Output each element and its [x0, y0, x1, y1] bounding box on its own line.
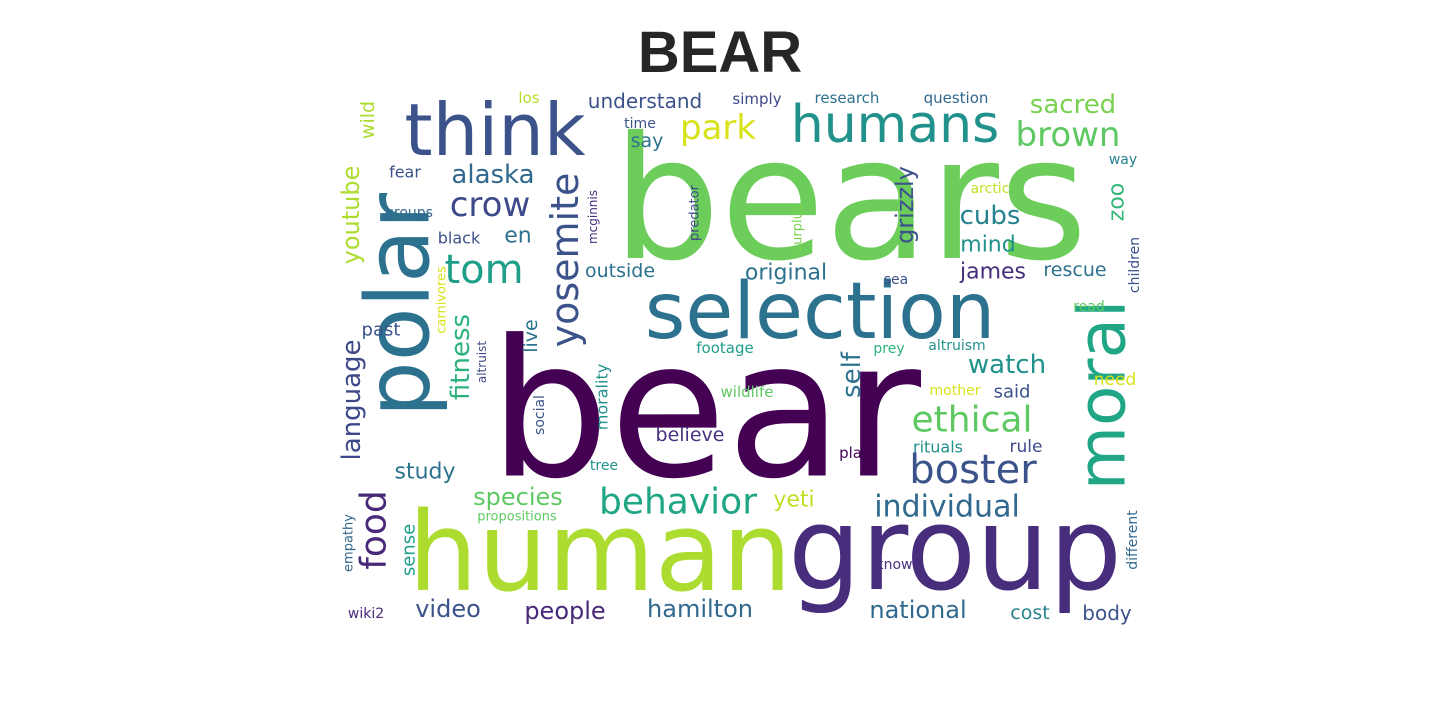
word-yosemite: yosemite: [543, 173, 587, 348]
word-alaska: alaska: [451, 160, 534, 190]
word-study: study: [394, 460, 455, 485]
word-read: read: [1073, 299, 1105, 315]
word-groups: groups: [385, 205, 433, 221]
word-bears: bears: [612, 101, 1087, 299]
word-james: james: [959, 260, 1026, 285]
word-propositions: propositions: [477, 510, 557, 525]
word-time: time: [624, 116, 656, 132]
word-altruist: altruist: [475, 341, 489, 384]
word-individual: individual: [874, 490, 1020, 525]
word-surplus: surplus: [791, 204, 806, 251]
word-food: food: [354, 490, 395, 570]
word-mind: mind: [960, 233, 1015, 258]
word-empathy: empathy: [342, 514, 357, 572]
word-footage: footage: [696, 339, 753, 357]
word-rescue: rescue: [1043, 259, 1106, 281]
word-self: self: [837, 351, 867, 398]
word-human: human: [408, 488, 792, 616]
word-morality: morality: [593, 364, 612, 430]
word-rituals: rituals: [913, 438, 963, 457]
word-predator: predator: [688, 184, 703, 241]
word-carnivores: carnivores: [435, 266, 450, 334]
word-past: past: [362, 320, 401, 341]
word-los: los: [518, 89, 539, 107]
word-simply: simply: [732, 90, 781, 108]
word-sea: sea: [884, 272, 909, 288]
word-children: children: [1127, 237, 1143, 293]
word-sense: sense: [399, 524, 420, 576]
word-question: question: [924, 89, 989, 107]
word-group: group: [788, 483, 1122, 617]
word-know: know: [876, 557, 913, 573]
word-fitness: fitness: [446, 314, 476, 400]
word-humans: humans: [791, 95, 999, 155]
word-mcginnis: mcginnis: [586, 190, 600, 244]
word-black: black: [438, 229, 481, 248]
word-tom: tom: [444, 247, 523, 293]
word-original: original: [745, 261, 827, 286]
word-hamilton: hamilton: [647, 595, 753, 623]
word-outside: outside: [585, 260, 655, 282]
word-national: national: [869, 596, 966, 624]
word-mother: mother: [930, 383, 981, 399]
word-language: language: [337, 339, 367, 460]
word-way: way: [1109, 152, 1137, 168]
word-different: different: [1125, 510, 1141, 570]
word-behavior: behavior: [599, 482, 757, 523]
page-title: BEAR: [637, 20, 803, 85]
word-park: park: [680, 108, 756, 148]
word-bear: bear: [489, 300, 922, 521]
word-research: research: [815, 89, 880, 107]
word-think: think: [404, 88, 586, 172]
word-social: social: [532, 395, 548, 435]
word-selection: selection: [645, 267, 996, 357]
word-wildlife: wildlife: [721, 383, 774, 401]
word-said: said: [994, 382, 1031, 403]
word-cost: cost: [1010, 602, 1049, 624]
word-species: species: [473, 483, 563, 511]
word-video: video: [415, 595, 481, 623]
word-altruism: altruism: [928, 338, 985, 354]
word-grizzly: grizzly: [891, 166, 919, 244]
word-wiki2: wiki2: [348, 606, 384, 622]
word-crow: crow: [450, 185, 531, 225]
word-polar: polar: [347, 192, 450, 417]
word-say: say: [631, 130, 664, 152]
word-prey: prey: [873, 341, 904, 357]
word-brown: brown: [1016, 115, 1121, 155]
word-wild: wild: [357, 101, 379, 139]
word-rule: rule: [1010, 437, 1043, 457]
word-ethical: ethical: [912, 400, 1033, 441]
word-sacred: sacred: [1030, 90, 1116, 120]
word-play: play: [839, 444, 871, 462]
word-need: need: [1094, 370, 1136, 390]
word-fear: fear: [389, 163, 421, 182]
word-tree: tree: [590, 458, 618, 474]
word-people: people: [524, 597, 605, 625]
word-understand: understand: [588, 89, 702, 113]
word-cubs: cubs: [960, 201, 1021, 231]
word-boster: boster: [909, 447, 1037, 493]
word-moral: moral: [1064, 300, 1141, 491]
word-believe: believe: [656, 424, 725, 446]
word-live: live: [520, 319, 542, 353]
word-watch: watch: [968, 350, 1046, 380]
word-zoo: zoo: [1105, 183, 1130, 221]
word-body: body: [1082, 601, 1132, 625]
word-en: en: [504, 224, 531, 249]
word-yeti: yeti: [773, 488, 814, 513]
word-arctic: arctic: [971, 181, 1010, 197]
word-youtube: youtube: [337, 166, 365, 265]
